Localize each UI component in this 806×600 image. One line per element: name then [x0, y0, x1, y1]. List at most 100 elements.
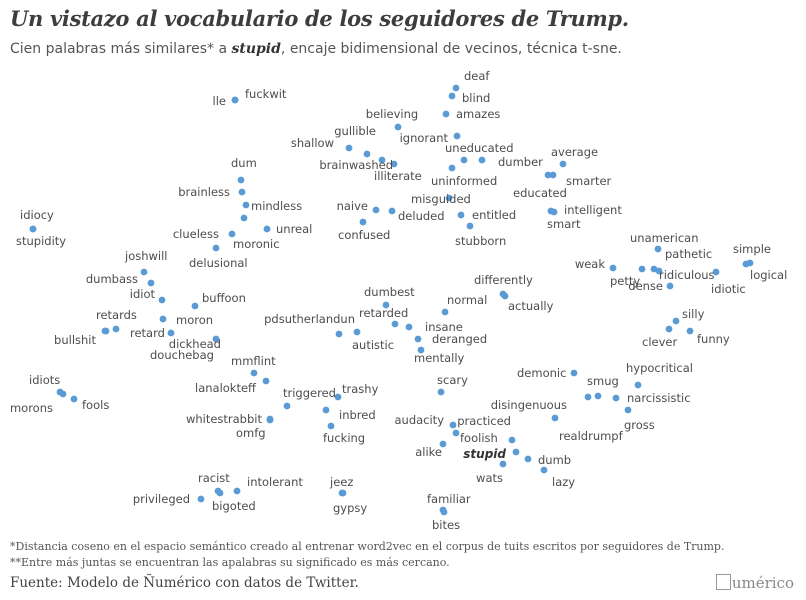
- point-intolerant: [233, 487, 241, 495]
- point-wats: [499, 460, 507, 468]
- brand-text: umérico: [731, 574, 794, 592]
- label-stupidity: stupidity: [16, 234, 66, 248]
- label-educated: educated: [513, 186, 567, 200]
- label-smart: smart: [547, 217, 581, 231]
- point-clueless: [228, 230, 236, 238]
- label-realdrumpf: realdrumpf: [559, 429, 624, 443]
- point-idiotic: [712, 268, 720, 276]
- label-unreal: unreal: [276, 222, 312, 236]
- point-dickhead: [167, 329, 175, 337]
- label-shallow: shallow: [291, 136, 334, 150]
- label-simple: simple: [733, 242, 771, 256]
- point-dumbass: [147, 279, 155, 287]
- label-ignorant: ignorant: [400, 131, 449, 145]
- label-foolish: foolish: [460, 431, 498, 445]
- label-buffoon: buffoon: [202, 291, 246, 305]
- point-douchebag: [212, 335, 220, 343]
- point-joshwill: [140, 268, 148, 276]
- point-silly: [672, 317, 680, 325]
- point-uneducated: [460, 156, 468, 164]
- label-dumb: dumb: [538, 453, 571, 467]
- label-normal: normal: [447, 293, 487, 307]
- point-moronic: [240, 214, 248, 222]
- label-trashy: trashy: [342, 382, 379, 396]
- label-fools: fools: [82, 398, 109, 412]
- label-moronic: moronic: [233, 237, 280, 251]
- label-joshwill: joshwill: [124, 249, 168, 263]
- label-pathetic: pathetic: [665, 247, 712, 261]
- label-bullshit: bullshit: [54, 333, 96, 347]
- label-mmflint: mmflint: [231, 354, 276, 368]
- point-confused: [359, 218, 367, 226]
- label-brainwashed: brainwashed: [319, 158, 393, 172]
- label-gypsy: gypsy: [333, 501, 367, 515]
- point-uninformed: [448, 164, 456, 172]
- point-alike: [439, 440, 447, 448]
- point-demonic: [570, 369, 578, 377]
- label-lazy: lazy: [552, 475, 575, 489]
- label-narcissistic: narcissistic: [627, 391, 691, 405]
- label-omfg: omfg: [236, 426, 266, 440]
- point-unamerican: [654, 245, 662, 253]
- point-ridiculous: [655, 267, 663, 275]
- point-gross: [624, 406, 632, 414]
- label-bites: bites: [432, 518, 460, 532]
- point-practiced: [508, 436, 516, 444]
- label-believing: believing: [366, 107, 418, 121]
- footnote-proximity: **Entre más juntas se encuentran las apa…: [10, 556, 450, 569]
- label-lanalokteff: lanalokteff: [195, 381, 257, 395]
- point-scary: [437, 388, 445, 396]
- label-retarded: retarded: [359, 306, 408, 320]
- label-clever: clever: [642, 335, 677, 349]
- label-actually: actually: [508, 299, 554, 313]
- label-dense: dense: [628, 279, 663, 293]
- label-uninformed: uninformed: [431, 174, 497, 188]
- label-petty: petty: [610, 274, 640, 288]
- label-mindless: mindless: [251, 199, 302, 213]
- label-dumbass: dumbass: [86, 272, 138, 286]
- label-idiotic: idiotic: [711, 282, 746, 296]
- point-educated: [549, 171, 557, 179]
- label-bigoted: bigoted: [212, 499, 256, 513]
- point-lazy: [540, 466, 548, 474]
- point-bites: [440, 508, 448, 516]
- point-disingenuous: [584, 393, 592, 401]
- point-deluded: [388, 207, 396, 215]
- point-dum: [237, 176, 245, 184]
- point-clever: [665, 325, 673, 333]
- point-weak: [609, 264, 617, 272]
- label-disingenuous: disingenuous: [491, 398, 567, 412]
- brand-logo: umérico: [715, 574, 794, 592]
- subtitle-suffix: , encaje bidimensional de vecinos, técni…: [280, 41, 622, 57]
- point-illiterate: [390, 160, 398, 168]
- point-naive: [372, 206, 380, 214]
- label-lle: lle: [213, 94, 226, 108]
- brand-n-icon: [715, 574, 731, 590]
- label-hypocritical: hypocritical: [626, 361, 693, 375]
- label-morons: morons: [10, 401, 53, 415]
- point-trashy: [334, 393, 342, 401]
- label-smarter: smarter: [566, 174, 612, 188]
- label-demonic: demonic: [517, 366, 566, 380]
- label-intolerant: intolerant: [247, 475, 303, 489]
- chart-subtitle: Cien palabras más similares* a stupid, e…: [10, 41, 622, 57]
- point-narcissistic: [612, 394, 620, 402]
- label-ridiculous: ridiculous: [659, 268, 715, 282]
- label-jeez: jeez: [329, 475, 353, 489]
- point-insane: [405, 323, 413, 331]
- label-inbred: inbred: [339, 408, 376, 422]
- label-funny: funny: [697, 332, 730, 346]
- label-alike: alike: [415, 445, 442, 459]
- label-stupid: stupid: [463, 447, 506, 461]
- point-omfg: [266, 415, 274, 423]
- point-layer: [29, 84, 754, 516]
- label-stubborn: stubborn: [455, 234, 506, 248]
- point-misguided: [445, 194, 453, 202]
- point-triggered: [283, 402, 291, 410]
- point-unreal: [263, 225, 271, 233]
- point-stupidity: [29, 225, 37, 233]
- source-line: Fuente: Modelo de Ñumérico con datos de …: [10, 575, 359, 591]
- label-deaf: deaf: [464, 69, 490, 83]
- label-gross: gross: [624, 418, 655, 432]
